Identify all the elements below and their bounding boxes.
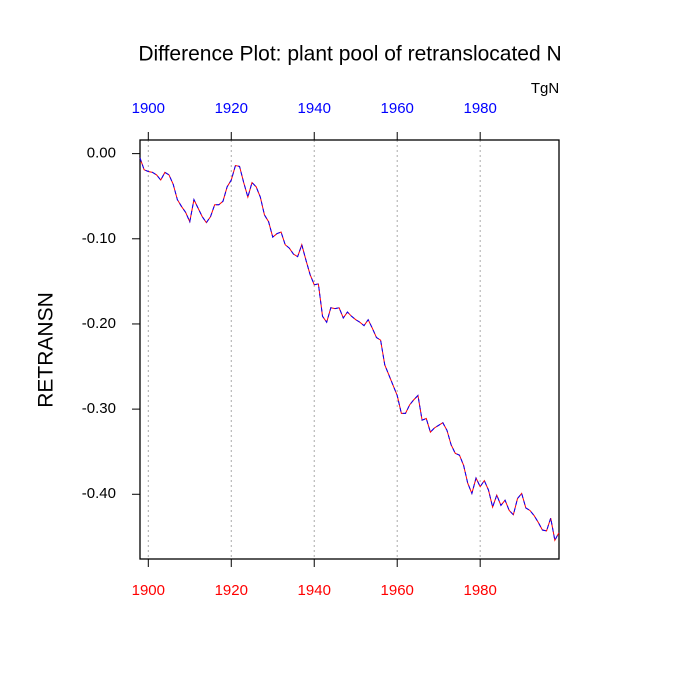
y-tick-label: -0.10 <box>82 230 116 247</box>
top-x-tick-label: 1920 <box>215 100 248 117</box>
plot-frame <box>139 139 560 560</box>
top-x-tick-label: 1940 <box>298 100 331 117</box>
y-tick-label: -0.30 <box>82 400 116 417</box>
top-x-tick-label: 1900 <box>132 100 165 117</box>
chart-title: Difference Plot: plant pool of retranslo… <box>138 43 561 66</box>
x-tick-label: 1980 <box>463 582 496 599</box>
x-tick-label: 1920 <box>215 582 248 599</box>
top-x-tick-label: 1960 <box>381 100 414 117</box>
y-tick-label: -0.20 <box>82 315 116 332</box>
top-x-tick-label: 1980 <box>463 100 496 117</box>
y-tick-label: -0.40 <box>82 485 116 502</box>
units-label: TgN <box>531 80 559 97</box>
x-tick-label: 1940 <box>298 582 331 599</box>
y-axis-label: RETRANSN <box>35 292 58 408</box>
x-tick-label: 1900 <box>132 582 165 599</box>
data-line <box>139 157 560 542</box>
x-tick-label: 1960 <box>381 582 414 599</box>
y-tick-label: 0.00 <box>87 145 116 162</box>
